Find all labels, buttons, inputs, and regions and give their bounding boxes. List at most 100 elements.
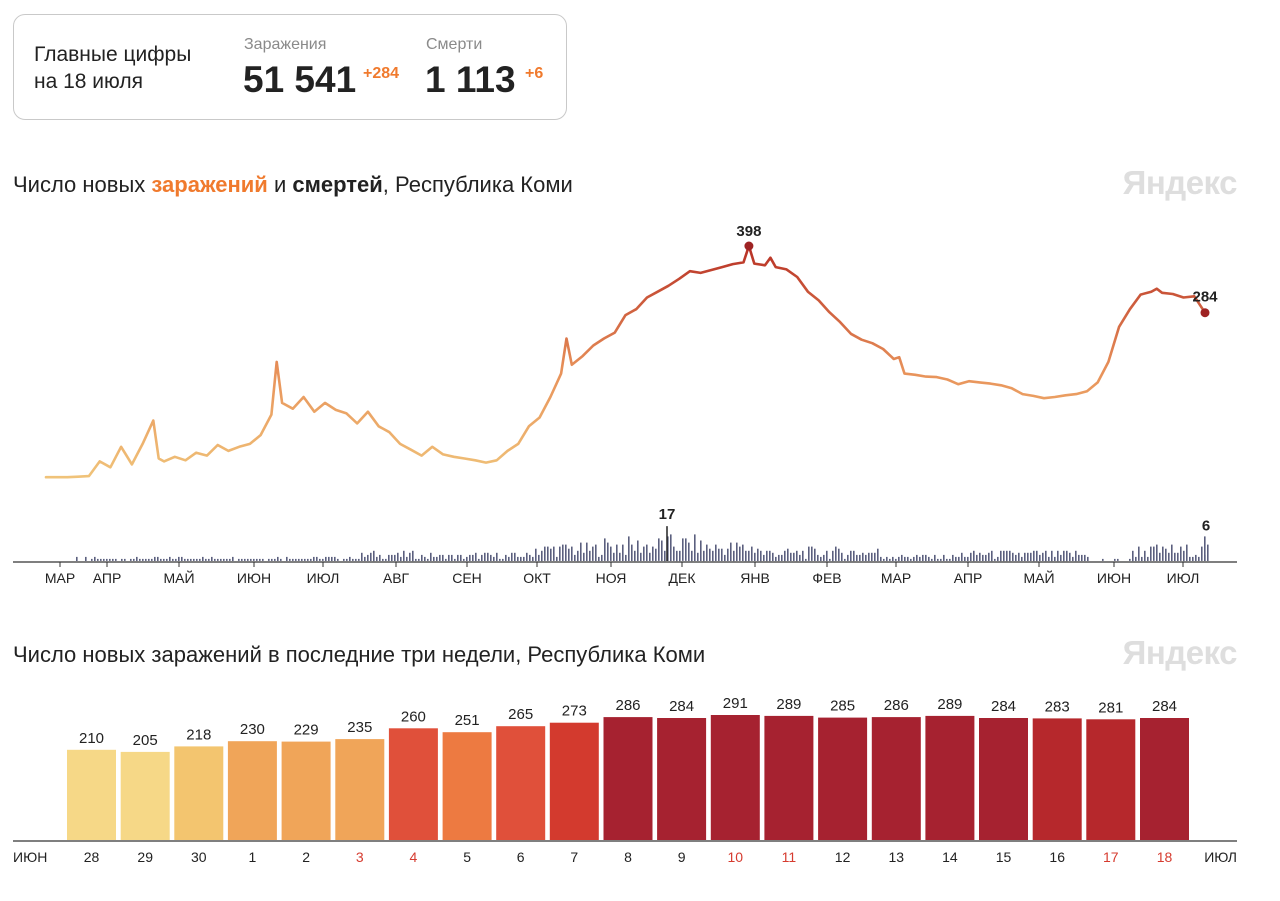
deaths-bar: [199, 558, 201, 561]
category-label: 2: [302, 849, 310, 865]
category-label: 5: [463, 849, 471, 865]
deaths-bar: [769, 550, 771, 562]
chart2-start-month: ИЮН: [13, 849, 47, 865]
deaths-bar: [1024, 552, 1026, 561]
deaths-bar: [739, 546, 741, 561]
deaths-bar: [439, 554, 441, 561]
deaths-bar: [259, 558, 261, 561]
deaths-bar: [703, 550, 705, 562]
deaths-bar: [202, 556, 204, 561]
deaths-bar: [454, 558, 456, 561]
deaths-bar: [562, 544, 564, 561]
deaths-bar: [1060, 554, 1062, 561]
deaths-bar: [604, 538, 606, 561]
deaths-bar: [109, 558, 111, 561]
deaths-bar: [625, 554, 627, 561]
deaths-bar: [766, 550, 768, 562]
deaths-bar: [490, 554, 492, 561]
deaths-bar: [568, 548, 570, 561]
deaths-bar: [784, 550, 786, 562]
bar-8: [603, 717, 653, 840]
deaths-bar: [163, 558, 165, 561]
deaths-bar: [775, 556, 777, 561]
deaths-bar: [211, 556, 213, 561]
deaths-bar-last: [1204, 536, 1206, 561]
deaths-bar: [895, 558, 897, 561]
chart1-title-post: , Республика Коми: [382, 172, 573, 197]
deaths-bar: [1063, 550, 1065, 562]
deaths-bar: [475, 552, 477, 561]
chart2-end-month: ИЮЛ: [1204, 849, 1237, 865]
deaths-bar: [832, 550, 834, 562]
deaths-bar: [907, 556, 909, 561]
deaths-bar: [394, 554, 396, 561]
deaths-bar: [514, 552, 516, 561]
deaths-bar: [1048, 556, 1050, 561]
bar-value-label: 265: [508, 706, 533, 723]
deaths-bar: [655, 548, 657, 561]
deaths-bar: [307, 558, 309, 561]
deaths-bar: [502, 558, 504, 561]
category-label: 14: [942, 849, 958, 865]
deaths-bar: [421, 554, 423, 561]
deaths-bar: [538, 554, 540, 561]
deaths-bar: [136, 556, 138, 561]
bar-value-label: 218: [186, 726, 211, 743]
bar-value-label: 285: [830, 698, 855, 715]
deaths-bar: [865, 554, 867, 561]
bar-5: [442, 732, 492, 840]
month-label: НОЯ: [596, 570, 627, 586]
deaths-peak-label: 17: [659, 506, 676, 523]
deaths-bar: [499, 558, 501, 561]
deaths-bar: [607, 542, 609, 561]
infections-delta: +284: [363, 65, 400, 82]
deaths-bar: [1087, 556, 1089, 561]
deaths-bar: [460, 554, 462, 561]
category-label: 13: [889, 849, 905, 865]
deaths-bar: [997, 556, 999, 561]
deaths-bar: [487, 552, 489, 561]
deaths-bar: [814, 548, 816, 561]
chart2-title: Число новых заражений в последние три не…: [13, 642, 706, 667]
deaths-bar: [667, 536, 669, 561]
month-label: МАР: [881, 570, 911, 586]
deaths-bar: [91, 558, 93, 561]
deaths-bar: [427, 558, 429, 561]
deaths-bar: [1072, 556, 1074, 561]
deaths-bar: [1129, 558, 1131, 561]
deaths-bar: [424, 556, 426, 561]
deaths-bar: [886, 556, 888, 561]
category-label: 9: [678, 849, 686, 865]
deaths-bar: [274, 558, 276, 561]
deaths-bar: [478, 558, 480, 561]
chart2-bars: [67, 715, 1189, 840]
deaths-bar: [103, 558, 105, 561]
deaths-bar: [793, 552, 795, 561]
deaths-bar: [916, 554, 918, 561]
deaths-bar: [442, 554, 444, 561]
deaths-bar: [829, 558, 831, 561]
deaths-bar: [745, 550, 747, 562]
deaths-bar: [913, 556, 915, 561]
month-label: АПР: [954, 570, 983, 586]
deaths-bar: [430, 552, 432, 561]
deaths-bar: [187, 558, 189, 561]
deaths-bar: [520, 556, 522, 561]
deaths-bar: [658, 538, 660, 561]
category-label: 16: [1049, 849, 1065, 865]
deaths-delta: +6: [525, 65, 544, 82]
deaths-bar: [418, 558, 420, 561]
deaths-bar: [1165, 548, 1167, 561]
deaths-bar: [856, 554, 858, 561]
summary-card: Главные цифры на 18 июля Заражения 51 54…: [13, 14, 567, 120]
deaths-bar: [121, 558, 123, 561]
deaths-bar: [985, 554, 987, 561]
deaths-bar: [175, 558, 177, 561]
deaths-bar: [1189, 556, 1191, 561]
chart1-title-mid: и: [267, 172, 293, 197]
deaths-bar: [358, 558, 360, 561]
deaths-bar: [637, 540, 639, 561]
bar-16: [1032, 718, 1082, 840]
deaths-bar: [238, 558, 240, 561]
deaths-bar: [715, 544, 717, 561]
